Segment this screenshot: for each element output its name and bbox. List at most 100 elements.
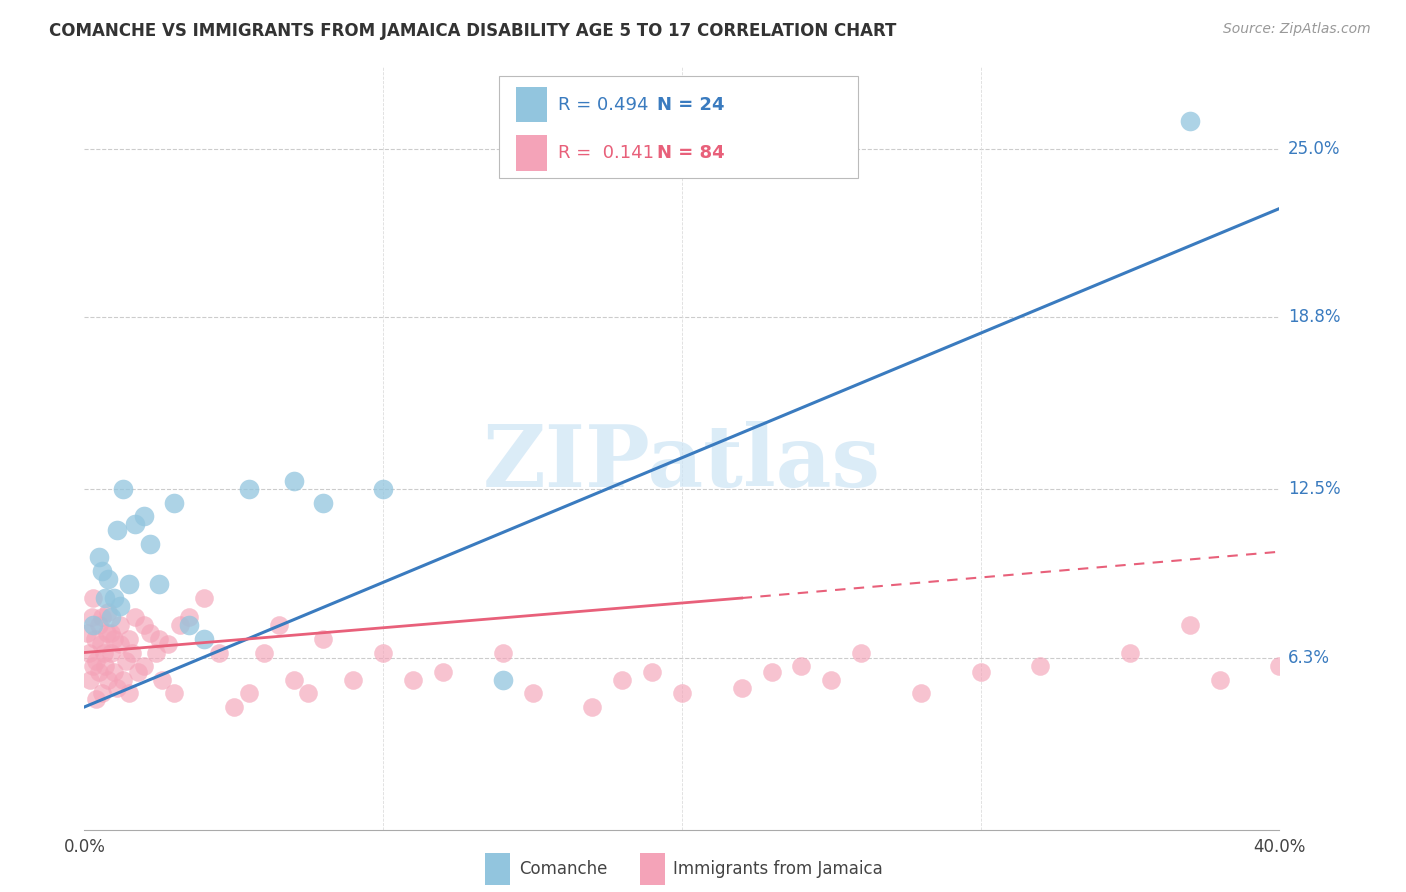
Point — [91, 564, 114, 578]
Point — [581, 700, 603, 714]
Point — [177, 610, 200, 624]
Point — [110, 618, 132, 632]
Point — [373, 646, 395, 660]
Point — [82, 618, 104, 632]
Point — [1268, 659, 1291, 673]
Point — [110, 599, 132, 614]
Point — [105, 523, 128, 537]
Point — [118, 577, 141, 591]
Point — [127, 665, 149, 679]
Point — [103, 665, 125, 679]
Point — [96, 626, 118, 640]
Point — [97, 673, 120, 687]
Point — [86, 691, 108, 706]
Point — [267, 618, 290, 632]
Point — [222, 700, 245, 714]
Point — [402, 673, 425, 687]
Point — [1209, 673, 1232, 687]
Point — [90, 637, 112, 651]
Point — [94, 591, 117, 605]
Text: Immigrants from Jamaica: Immigrants from Jamaica — [673, 860, 883, 878]
Point — [150, 673, 173, 687]
Point — [100, 626, 122, 640]
Point — [89, 550, 111, 565]
Point — [253, 646, 276, 660]
Point — [238, 482, 260, 496]
Point — [100, 610, 122, 624]
Point — [970, 665, 993, 679]
Point — [373, 482, 395, 496]
Point — [148, 632, 170, 646]
Point — [671, 686, 693, 700]
Text: ZIPatlas: ZIPatlas — [482, 422, 882, 506]
Text: N = 84: N = 84 — [657, 144, 724, 161]
Point — [641, 665, 664, 679]
Point — [283, 673, 305, 687]
Point — [139, 536, 162, 550]
Point — [1178, 618, 1201, 632]
Point — [432, 665, 454, 679]
Point — [132, 618, 156, 632]
Point — [83, 632, 105, 646]
Text: N = 24: N = 24 — [657, 95, 724, 113]
Point — [124, 517, 146, 532]
Point — [93, 646, 115, 660]
Text: Comanche: Comanche — [519, 860, 607, 878]
Text: COMANCHE VS IMMIGRANTS FROM JAMAICA DISABILITY AGE 5 TO 17 CORRELATION CHART: COMANCHE VS IMMIGRANTS FROM JAMAICA DISA… — [49, 22, 897, 40]
Point — [82, 591, 104, 605]
Point — [820, 673, 842, 687]
Point — [522, 686, 544, 700]
Point — [118, 686, 141, 700]
Point — [112, 673, 135, 687]
Point — [163, 686, 186, 700]
Point — [82, 659, 104, 673]
Point — [492, 646, 515, 660]
Point — [110, 637, 132, 651]
Point — [761, 665, 783, 679]
Point — [342, 673, 364, 687]
Point — [89, 665, 111, 679]
Point — [492, 673, 515, 687]
Point — [94, 659, 117, 673]
Point — [115, 654, 138, 668]
Point — [1178, 114, 1201, 128]
Point — [77, 646, 100, 660]
Point — [790, 659, 813, 673]
Point — [97, 572, 120, 586]
Point — [157, 637, 180, 651]
Point — [86, 654, 108, 668]
Text: R =  0.141: R = 0.141 — [558, 144, 654, 161]
Point — [76, 626, 98, 640]
Point — [177, 618, 200, 632]
Point — [100, 646, 122, 660]
Point — [163, 496, 186, 510]
Point — [1119, 646, 1142, 660]
Point — [312, 632, 335, 646]
Text: 12.5%: 12.5% — [1288, 480, 1340, 498]
Point — [910, 686, 932, 700]
Text: 25.0%: 25.0% — [1288, 140, 1340, 158]
Point — [612, 673, 634, 687]
Point — [312, 496, 335, 510]
Text: 6.3%: 6.3% — [1288, 649, 1330, 667]
Point — [91, 686, 114, 700]
Point — [132, 509, 156, 524]
Point — [238, 686, 260, 700]
Point — [118, 632, 141, 646]
Point — [731, 681, 754, 695]
Point — [112, 482, 135, 496]
Point — [103, 591, 125, 605]
Point — [169, 618, 191, 632]
Point — [1029, 659, 1052, 673]
Point — [145, 646, 167, 660]
Point — [148, 577, 170, 591]
Point — [193, 591, 215, 605]
Point — [91, 610, 114, 624]
Text: Source: ZipAtlas.com: Source: ZipAtlas.com — [1223, 22, 1371, 37]
Point — [97, 605, 120, 619]
Point — [103, 632, 125, 646]
Point — [139, 626, 162, 640]
Text: 18.8%: 18.8% — [1288, 309, 1340, 326]
Point — [89, 618, 111, 632]
Text: R = 0.494: R = 0.494 — [558, 95, 648, 113]
